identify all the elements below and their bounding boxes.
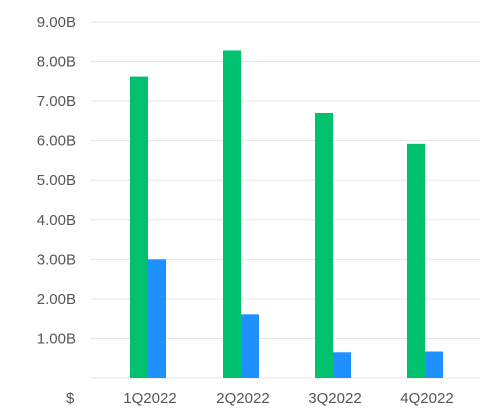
y-axis-tick-labels: $1.00B 2.00B 3.00B 4.00B 5.00B 6.00B 7.00B 8.00… bbox=[37, 14, 76, 407]
y-tick-label: 8.00B bbox=[37, 54, 76, 71]
y-tick-label: 9.00B bbox=[37, 14, 76, 31]
bar-series-1-1Q2022 bbox=[130, 76, 148, 378]
y-tick-label: $ bbox=[66, 390, 75, 407]
x-tick-label: 1Q2022 bbox=[123, 390, 176, 407]
y-tick-label: 5.00B bbox=[37, 172, 76, 189]
bar-series-1-4Q2022 bbox=[407, 143, 425, 378]
y-tick-label: 2.00B bbox=[37, 291, 76, 308]
bar-series-2-2Q2022 bbox=[241, 314, 259, 378]
x-tick-label: 3Q2022 bbox=[308, 390, 361, 407]
y-tick-label: 7.00B bbox=[37, 93, 76, 110]
x-axis-tick-labels: 1Q2022 2Q2022 3Q2022 4Q2022 bbox=[123, 390, 453, 407]
bars bbox=[130, 50, 443, 378]
y-tick-label: 3.00B bbox=[37, 251, 76, 268]
x-tick-label: 2Q2022 bbox=[216, 390, 269, 407]
y-tick-label: 6.00B bbox=[37, 133, 76, 150]
bar-series-1-2Q2022 bbox=[223, 50, 241, 378]
bar-series-2-4Q2022 bbox=[425, 351, 443, 378]
bar-series-2-3Q2022 bbox=[333, 352, 351, 378]
bar-series-1-3Q2022 bbox=[315, 112, 333, 378]
y-tick-label: 4.00B bbox=[37, 212, 76, 229]
y-tick-label: 1.00B bbox=[37, 330, 76, 347]
bar-series-2-1Q2022 bbox=[148, 259, 166, 378]
x-tick-label: 4Q2022 bbox=[400, 390, 453, 407]
